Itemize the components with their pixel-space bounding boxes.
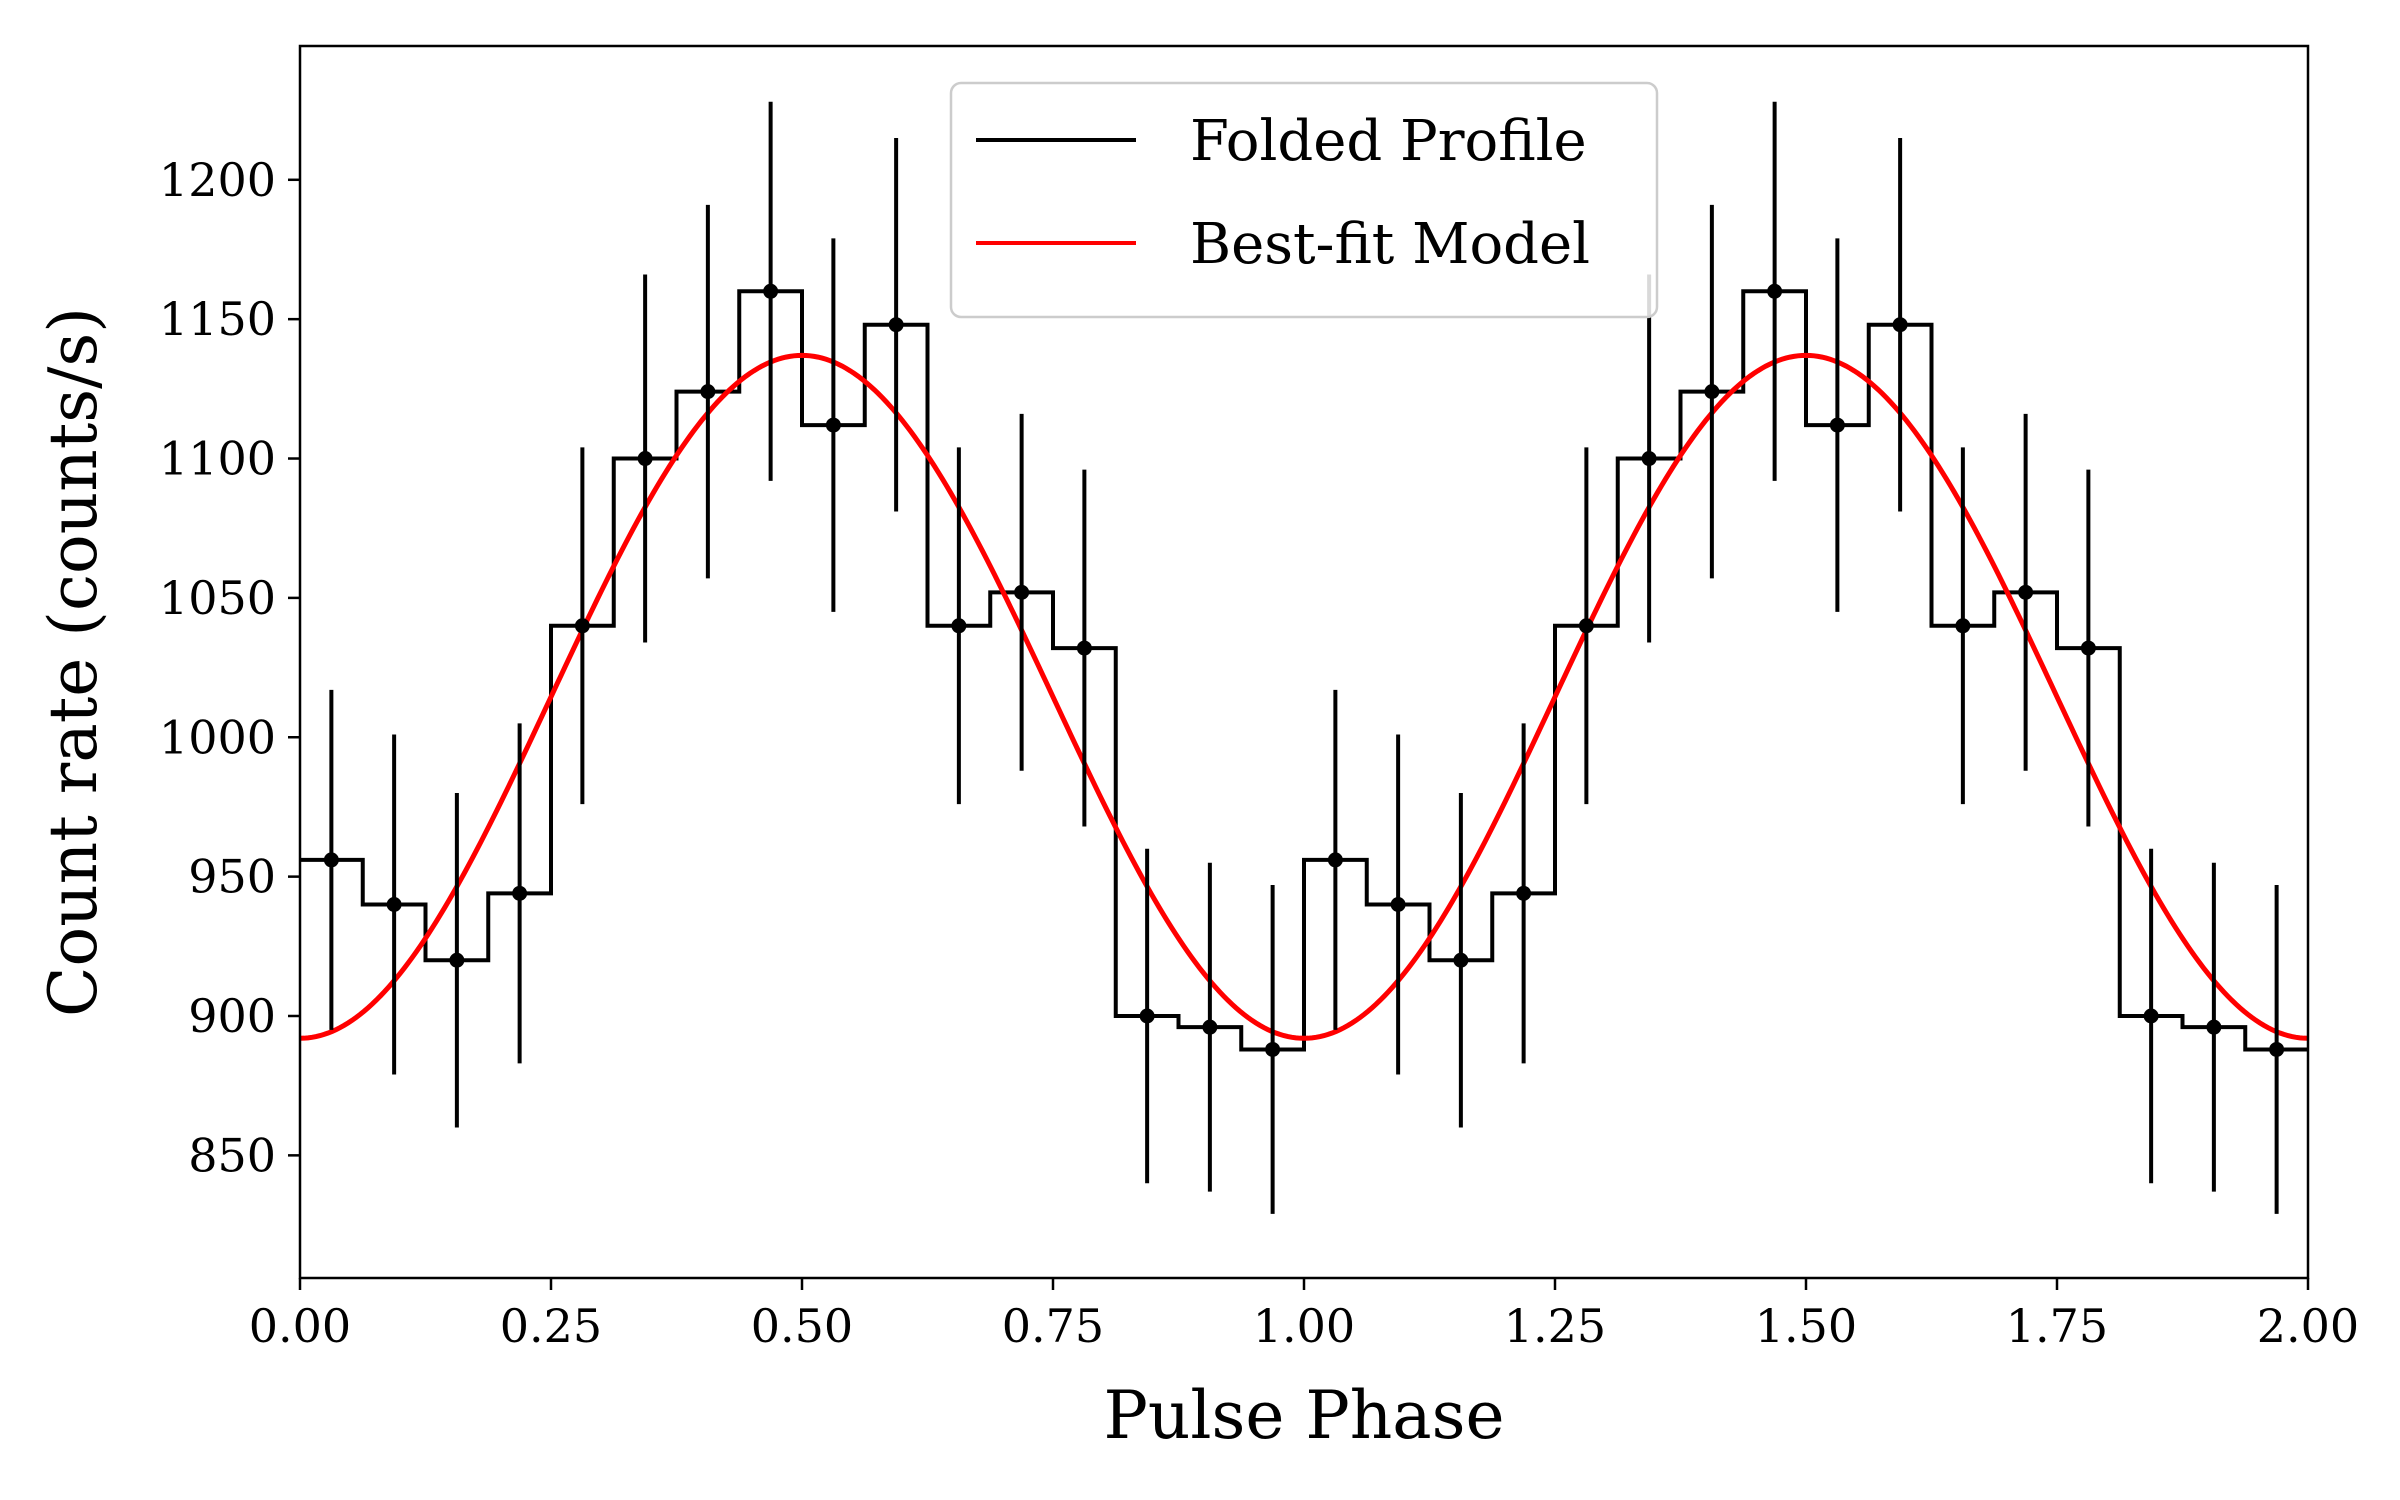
data-point [323,852,339,868]
y-tick-label: 1000 [159,710,276,764]
data-point [888,317,904,333]
best-fit-model-series [300,352,2308,1041]
y-tick-label: 1100 [159,432,276,486]
data-point [1829,417,1845,433]
data-point [1390,896,1406,912]
data-point [1076,640,1092,656]
data-point [1014,584,1030,600]
data-point [1955,618,1971,634]
x-tick-label: 0.50 [751,1299,853,1353]
data-point [951,618,967,634]
data-point [2269,1041,2285,1057]
best-fit-model-line [300,352,2308,1041]
x-tick-label: 0.00 [249,1299,351,1353]
data-point [1704,384,1720,400]
data-point [2018,584,2034,600]
legend-label-folded-profile: Folded Profile [1190,109,1587,174]
data-point [574,618,590,634]
data-point [1641,451,1657,467]
data-point [2206,1019,2222,1035]
data-point [1202,1019,1218,1035]
data-point [763,283,779,299]
data-point [1265,1041,1281,1057]
y-tick-label: 950 [188,850,276,904]
legend: Folded Profile Best-fit Model [949,81,1659,319]
x-tick-label: 0.25 [500,1299,602,1353]
x-tick-label: 2.00 [2257,1299,2359,1353]
data-point [1453,952,1469,968]
x-axis: 0.00 0.25 0.50 0.75 1.00 1.25 1.50 1.75 2.00 [249,1278,2359,1353]
y-tick-label: 1200 [159,153,276,207]
data-point [825,417,841,433]
x-axis-label: Pulse Phase [1103,1377,1504,1454]
x-tick-label: 1.75 [2006,1299,2108,1353]
data-point [1578,618,1594,634]
data-point [1892,317,1908,333]
x-tick-label: 1.50 [1755,1299,1857,1353]
y-tick-label: 850 [188,1128,276,1182]
data-point [386,896,402,912]
x-tick-label: 1.25 [1504,1299,1606,1353]
data-point [1516,885,1532,901]
data-point [449,952,465,968]
plot-frame [298,44,2310,1280]
y-tick-label: 1050 [159,571,276,625]
legend-label-best-fit-model: Best-fit Model [1190,212,1590,277]
data-point [637,451,653,467]
data-point [2080,640,2096,656]
data-point [1327,852,1343,868]
y-tick-label: 900 [188,989,276,1043]
plot-area [300,101,2308,1214]
y-axis: 850 900 950 1000 1050 1100 1150 1200 [159,153,300,1182]
error-bars [323,101,2285,1214]
data-point [1139,1008,1155,1024]
y-axis-label: Count rate (counts/s) [35,307,112,1017]
data-point [512,885,528,901]
x-tick-label: 1.00 [1253,1299,1355,1353]
x-tick-label: 0.75 [1002,1299,1104,1353]
data-point [700,384,716,400]
data-point [1767,283,1783,299]
y-tick-label: 1150 [159,292,276,346]
data-point [2143,1008,2159,1024]
